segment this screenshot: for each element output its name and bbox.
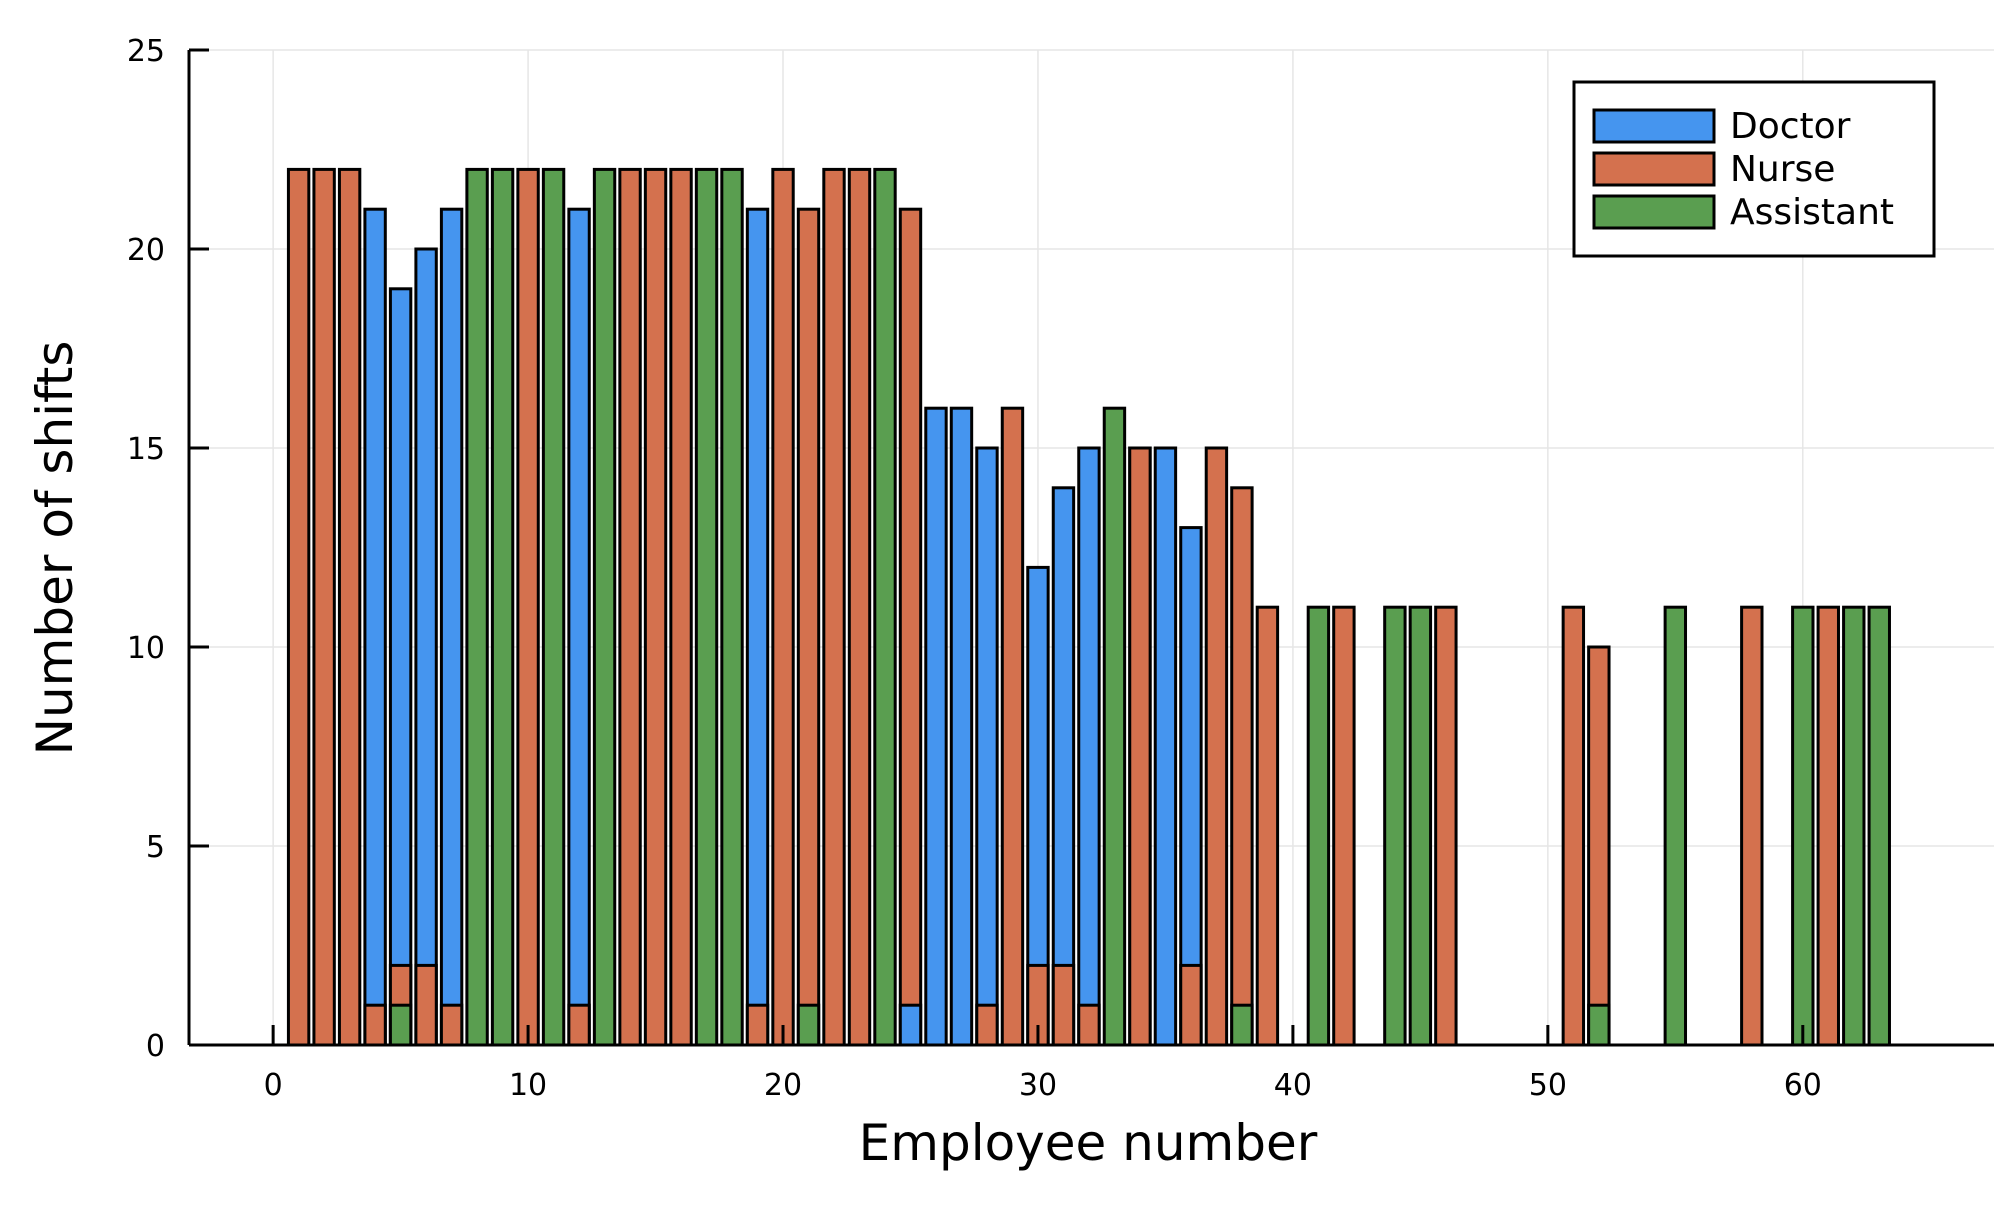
bar-nurse-7 <box>439 1003 464 1047</box>
x-tick-label: 30 <box>1019 1068 1057 1103</box>
bar-nurse-2 <box>312 167 336 1047</box>
bar-nurse-29 <box>1000 406 1025 1047</box>
x-tick-label: 60 <box>1784 1068 1822 1103</box>
bar-nurse-19 <box>745 1003 770 1047</box>
bar-assistant-18 <box>720 167 744 1047</box>
legend-swatch-doctor <box>1592 108 1716 144</box>
bar-nurse-16 <box>669 167 693 1047</box>
bar-nurse-36 <box>1179 963 1203 1047</box>
y-tick-label: 20 <box>127 233 165 268</box>
bar-nurse-42 <box>1332 605 1356 1047</box>
bar-nurse-46 <box>1434 605 1458 1047</box>
y-tick-label: 25 <box>127 34 165 69</box>
bar-nurse-61 <box>1816 605 1840 1047</box>
bar-doctor-26 <box>924 406 948 1047</box>
bar-nurse-38 <box>1230 486 1254 1047</box>
bar-assistant-8 <box>465 167 489 1047</box>
bar-assistant-45 <box>1408 605 1433 1047</box>
bar-assistant-52 <box>1587 1003 1611 1047</box>
y-tick-label: 15 <box>127 432 165 467</box>
bar-assistant-41 <box>1306 605 1331 1047</box>
bar-doctor-25 <box>898 1003 923 1047</box>
x-tick-label: 50 <box>1529 1068 1567 1103</box>
bar-assistant-17 <box>694 167 719 1047</box>
legend-label-nurse: Nurse <box>1730 149 1835 190</box>
legend-label-doctor: Doctor <box>1730 106 1851 147</box>
y-tick-label: 10 <box>127 631 165 666</box>
bar-assistant-13 <box>592 167 617 1047</box>
bar-nurse-23 <box>847 167 872 1047</box>
bar-assistant-63 <box>1867 605 1891 1047</box>
bar-doctor-27 <box>949 406 974 1047</box>
bar-doctor-31 <box>1051 486 1076 1047</box>
bar-assistant-5 <box>388 1003 413 1047</box>
bar-assistant-62 <box>1842 605 1866 1047</box>
bar-doctor-5 <box>388 287 413 1047</box>
x-tick-label: 40 <box>1274 1068 1312 1103</box>
bar-nurse-25 <box>898 207 923 1047</box>
bar-layer <box>286 167 1891 1047</box>
bar-nurse-32 <box>1077 1003 1101 1047</box>
x-axis-title: Employee number <box>859 1114 1318 1172</box>
bar-assistant-38 <box>1230 1003 1254 1047</box>
bar-nurse-22 <box>822 167 846 1047</box>
bar-nurse-15 <box>643 167 668 1047</box>
legend-swatch-nurse <box>1592 151 1716 187</box>
bar-doctor-28 <box>975 446 999 1047</box>
y-axis-title: Number of shifts <box>26 341 84 756</box>
bar-nurse-12 <box>567 1003 591 1047</box>
bar-assistant-33 <box>1102 406 1127 1047</box>
bar-nurse-28 <box>975 1003 999 1047</box>
x-tick-label: 10 <box>509 1068 547 1103</box>
bar-nurse-3 <box>337 167 362 1047</box>
bar-nurse-14 <box>618 167 642 1047</box>
bar-assistant-21 <box>796 1003 821 1047</box>
legend-swatch-assistant <box>1592 194 1716 230</box>
bar-nurse-31 <box>1051 963 1076 1047</box>
bar-nurse-6 <box>414 963 438 1047</box>
bar-nurse-52 <box>1587 645 1611 1047</box>
bar-nurse-10 <box>516 167 540 1047</box>
bar-nurse-39 <box>1255 605 1280 1047</box>
bar-doctor-4 <box>363 207 387 1047</box>
bar-nurse-4 <box>363 1003 387 1047</box>
bar-assistant-11 <box>541 167 566 1047</box>
bar-nurse-58 <box>1740 605 1764 1047</box>
bar-assistant-24 <box>873 167 897 1047</box>
bar-assistant-9 <box>490 167 515 1047</box>
bar-nurse-34 <box>1128 446 1152 1047</box>
bar-doctor-35 <box>1153 446 1178 1047</box>
bar-nurse-20 <box>771 167 795 1047</box>
bar-doctor-7 <box>439 207 464 1047</box>
legend-label-assistant: Assistant <box>1730 192 1894 233</box>
x-tick-label: 0 <box>264 1068 283 1103</box>
bar-doctor-32 <box>1077 446 1101 1047</box>
bar-doctor-12 <box>567 207 591 1047</box>
axis-layer: 0 10 20 30 40 50 60 0 5 10 15 20 25 <box>127 34 1994 1103</box>
bar-assistant-55 <box>1663 605 1688 1047</box>
bar-doctor-19 <box>745 207 770 1047</box>
x-tick-label: 20 <box>764 1068 802 1103</box>
bar-doctor-6 <box>414 247 438 1047</box>
y-tick-label: 5 <box>146 830 165 865</box>
y-tick-label: 0 <box>146 1029 165 1064</box>
bar-nurse-37 <box>1204 446 1229 1047</box>
bar-nurse-21 <box>796 207 821 1047</box>
bar-nurse-1 <box>286 167 311 1047</box>
bar-assistant-60 <box>1791 605 1815 1047</box>
bar-assistant-44 <box>1383 605 1407 1047</box>
bar-nurse-51 <box>1561 605 1586 1047</box>
